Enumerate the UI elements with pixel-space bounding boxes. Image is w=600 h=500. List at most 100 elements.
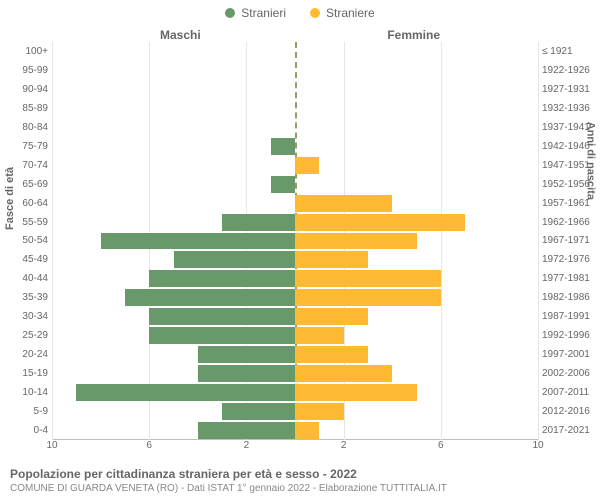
bar-female [295, 270, 441, 287]
bar-male [76, 384, 295, 401]
birth-year-label: 1962-1966 [542, 217, 600, 228]
bar-male [198, 422, 295, 439]
pyramid-row: 55-591962-1966 [52, 213, 538, 232]
pyramid-row: 35-391982-1986 [52, 288, 538, 307]
bar-female [295, 403, 344, 420]
pyramid-row: 70-741947-1951 [52, 156, 538, 175]
x-axis: 10622610 [52, 440, 538, 454]
bar-male [271, 138, 295, 155]
age-label: 85-89 [2, 103, 48, 114]
pyramid-row: 20-241997-2001 [52, 345, 538, 364]
bar-male [271, 176, 295, 193]
bar-female [295, 308, 368, 325]
pyramid-row: 50-541967-1971 [52, 232, 538, 251]
age-label: 45-49 [2, 254, 48, 265]
birth-year-label: ≤ 1921 [542, 46, 600, 57]
legend-label-female: Straniere [326, 6, 375, 20]
bar-male [174, 251, 296, 268]
pyramid-row: 5-92012-2016 [52, 402, 538, 421]
pyramid-row: 15-192002-2006 [52, 364, 538, 383]
age-label: 65-69 [2, 179, 48, 190]
legend-item-female: Straniere [310, 6, 375, 20]
age-label: 60-64 [2, 198, 48, 209]
x-tick: 10 [532, 440, 543, 451]
birth-year-label: 1937-1941 [542, 122, 600, 133]
bar-male [149, 327, 295, 344]
birth-year-label: 1977-1981 [542, 273, 600, 284]
age-label: 0-4 [2, 425, 48, 436]
age-label: 20-24 [2, 349, 48, 360]
bar-male [125, 289, 295, 306]
age-label: 5-9 [2, 406, 48, 417]
birth-year-label: 2007-2011 [542, 387, 600, 398]
age-label: 25-29 [2, 330, 48, 341]
age-label: 90-94 [2, 84, 48, 95]
pyramid-row: 30-341987-1991 [52, 307, 538, 326]
x-tick: 2 [244, 440, 250, 451]
pyramid-row: 90-941927-1931 [52, 80, 538, 99]
birth-year-label: 1922-1926 [542, 65, 600, 76]
age-label: 55-59 [2, 217, 48, 228]
bar-female [295, 365, 392, 382]
birth-year-label: 1982-1986 [542, 292, 600, 303]
pyramid-row: 65-691952-1956 [52, 175, 538, 194]
gridline [538, 42, 539, 440]
pyramid-row: 100+≤ 1921 [52, 42, 538, 61]
pyramid-row: 85-891932-1936 [52, 99, 538, 118]
bar-male [198, 365, 295, 382]
pyramid-row: 80-841937-1941 [52, 118, 538, 137]
age-label: 100+ [2, 46, 48, 57]
legend-swatch-male [225, 8, 235, 18]
age-label: 95-99 [2, 65, 48, 76]
bar-male [101, 233, 295, 250]
bar-male [149, 308, 295, 325]
pyramid-row: 60-641957-1961 [52, 194, 538, 213]
bar-female [295, 422, 319, 439]
bar-female [295, 327, 344, 344]
x-tick: 2 [341, 440, 347, 451]
birth-year-label: 1987-1991 [542, 311, 600, 322]
bar-female [295, 157, 319, 174]
bar-female [295, 214, 465, 231]
pyramid-row: 45-491972-1976 [52, 250, 538, 269]
birth-year-label: 1997-2001 [542, 349, 600, 360]
footer: Popolazione per cittadinanza straniera p… [10, 467, 590, 494]
age-label: 35-39 [2, 292, 48, 303]
age-label: 75-79 [2, 141, 48, 152]
bar-female [295, 289, 441, 306]
pyramid-row: 40-441977-1981 [52, 269, 538, 288]
birth-year-label: 2012-2016 [542, 406, 600, 417]
bar-female [295, 251, 368, 268]
pyramid-row: 25-291992-1996 [52, 326, 538, 345]
birth-year-label: 1957-1961 [542, 198, 600, 209]
legend-label-male: Stranieri [241, 6, 286, 20]
birth-year-label: 1927-1931 [542, 84, 600, 95]
birth-year-label: 1972-1976 [542, 254, 600, 265]
bar-male [149, 270, 295, 287]
birth-year-label: 1967-1971 [542, 235, 600, 246]
birth-year-label: 1952-1956 [542, 179, 600, 190]
pyramid-row: 0-42017-2021 [52, 421, 538, 440]
bar-female [295, 384, 417, 401]
bar-male [222, 214, 295, 231]
age-label: 70-74 [2, 160, 48, 171]
age-label: 10-14 [2, 387, 48, 398]
birth-year-label: 1992-1996 [542, 330, 600, 341]
bar-female [295, 195, 392, 212]
legend-swatch-female [310, 8, 320, 18]
header-male: Maschi [160, 28, 201, 42]
x-tick: 6 [146, 440, 152, 451]
bar-female [295, 233, 417, 250]
legend: Stranieri Straniere [0, 0, 600, 20]
chart-area: 100+≤ 192195-991922-192690-941927-193185… [52, 42, 538, 440]
age-label: 50-54 [2, 235, 48, 246]
pyramid-row: 95-991922-1926 [52, 61, 538, 80]
bar-female [295, 346, 368, 363]
legend-item-male: Stranieri [225, 6, 286, 20]
x-tick: 6 [438, 440, 444, 451]
x-tick: 10 [46, 440, 57, 451]
chart-title: Popolazione per cittadinanza straniera p… [10, 467, 590, 481]
birth-year-label: 1932-1936 [542, 103, 600, 114]
chart-subtitle: COMUNE DI GUARDA VENETA (RO) - Dati ISTA… [10, 483, 590, 494]
age-label: 30-34 [2, 311, 48, 322]
